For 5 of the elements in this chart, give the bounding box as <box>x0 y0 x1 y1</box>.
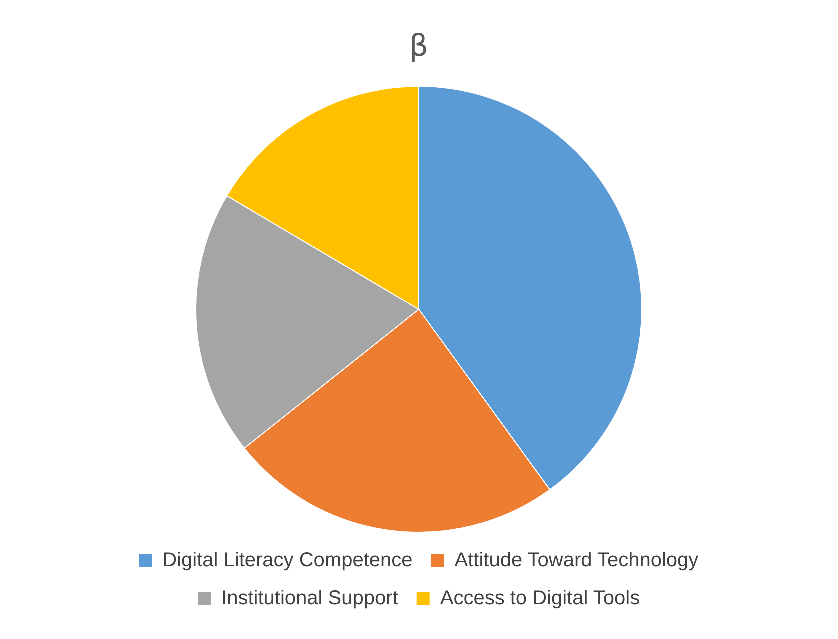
chart-title: β <box>409 28 429 64</box>
legend-label: Digital Literacy Competence <box>162 550 413 572</box>
legend-label: Access to Digital Tools <box>440 588 640 610</box>
legend-label: Institutional Support <box>222 588 399 610</box>
legend-label: Attitude Toward Technology <box>454 550 699 572</box>
